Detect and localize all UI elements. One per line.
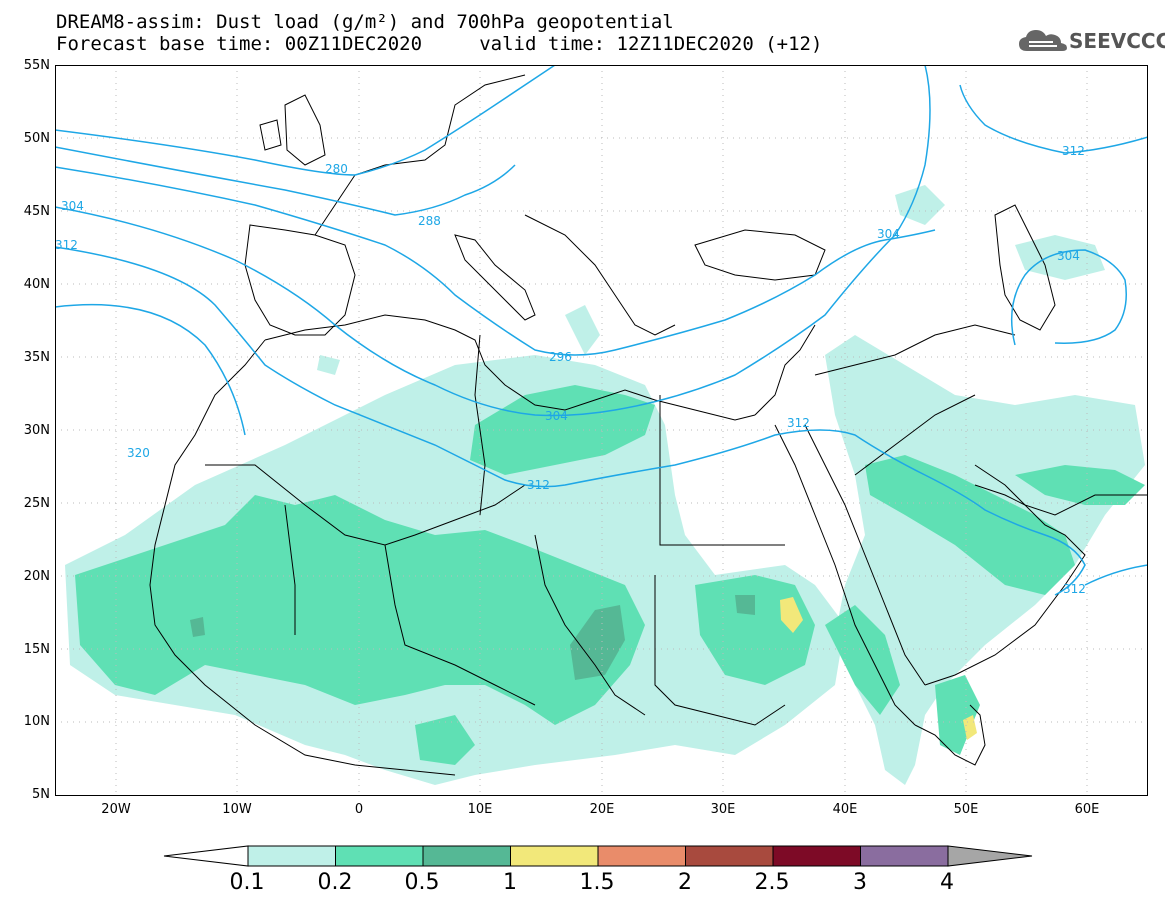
lon-label: 20E: [589, 802, 615, 817]
colorbar-swatch: [860, 845, 949, 867]
colorbar-label: 0.2: [317, 870, 353, 895]
lon-label: 30E: [710, 802, 736, 817]
contour-label: 312: [55, 238, 78, 252]
lon-label: 0: [354, 802, 364, 817]
colorbar-label: 2: [678, 870, 692, 895]
contour-label: 288: [418, 214, 441, 228]
lat-label: 35N: [23, 350, 50, 365]
colorbar-swatch: [335, 845, 424, 867]
lat-label: 10N: [23, 714, 50, 729]
logo-text: SEEVCCC: [1069, 29, 1165, 53]
lat-label: 20N: [23, 569, 50, 584]
colorbar-label: 3: [853, 870, 867, 895]
lon-label: 50E: [953, 802, 979, 817]
contour-label: 312: [787, 416, 810, 430]
lat-label: 15N: [23, 642, 50, 657]
lat-label: 50N: [23, 131, 50, 146]
lon-label: 20W: [101, 802, 131, 817]
lat-label: 5N: [32, 787, 50, 802]
colorbar-label: 1: [503, 870, 517, 895]
lon-label: 40E: [832, 802, 858, 817]
colorbar-swatch: [772, 845, 861, 867]
colorbar-under-arrow: [163, 845, 249, 867]
coastlines: [149, 74, 1148, 776]
geopotential-contours: [55, 65, 1148, 596]
contour-label: 312: [1063, 582, 1086, 596]
lon-label: 10E: [467, 802, 493, 817]
seevccc-logo: SEEVCCC: [1017, 26, 1165, 56]
colorbar-swatch: [685, 845, 774, 867]
contour-label: 312: [527, 478, 550, 492]
colorbar-swatch: [422, 845, 511, 867]
map-subtitle: Forecast base time: 00Z11DEC2020 valid t…: [56, 33, 823, 55]
lat-label: 30N: [23, 423, 50, 438]
contour-label: 312: [1062, 144, 1085, 158]
cloud-icon: [1019, 30, 1067, 51]
contour-label: 304: [877, 227, 900, 241]
contour-label: 304: [545, 409, 568, 423]
contour-label: 280: [325, 162, 348, 176]
dust-shading-dark: [190, 595, 755, 680]
contour-labels: 280 288 296 304 304 304 304 312 312 312 …: [55, 144, 1086, 596]
colorbar-label: 1.5: [579, 870, 615, 895]
colorbar-label: 2.5: [754, 870, 790, 895]
lon-label: 60E: [1074, 802, 1100, 817]
contour-label: 304: [1057, 249, 1080, 263]
colorbar-label: 0.1: [229, 870, 265, 895]
colorbar-swatch: [247, 845, 336, 867]
lat-label: 55N: [23, 58, 50, 73]
lat-label: 45N: [23, 204, 50, 219]
contour-label: 296: [549, 350, 572, 364]
colorbar-swatch: [597, 845, 686, 867]
colorbar-over-arrow: [947, 845, 1033, 867]
lat-label: 25N: [23, 496, 50, 511]
lon-label: 10W: [222, 802, 252, 817]
map-panel: 280 288 296 304 304 304 304 312 312 312 …: [55, 65, 1148, 796]
colorbar-swatch: [510, 845, 599, 867]
contour-label: 304: [61, 199, 84, 213]
map-border: [55, 65, 1148, 796]
colorbar-label: 4: [940, 870, 954, 895]
map-title: DREAM8-assim: Dust load (g/m²) and 700hP…: [56, 11, 674, 33]
colorbar: [163, 845, 1033, 867]
colorbar-label: 0.5: [404, 870, 440, 895]
graticule: [55, 65, 1148, 796]
dust-shading-high: [780, 597, 977, 740]
contour-label: 320: [127, 446, 150, 460]
lat-label: 40N: [23, 277, 50, 292]
